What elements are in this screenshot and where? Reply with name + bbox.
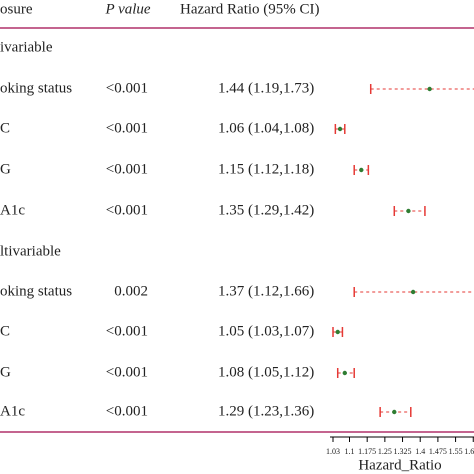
group-label: ivariable <box>0 39 53 55</box>
hr-point <box>359 167 364 173</box>
p-value: <0.001 <box>106 161 148 177</box>
hr-text: 1.29 (1.23,1.36) <box>218 403 314 419</box>
hr-text: 1.08 (1.05,1.12) <box>218 364 314 380</box>
p-value: <0.001 <box>106 120 148 136</box>
row-label: oking status <box>0 283 72 299</box>
column-header: osure <box>0 1 33 17</box>
hr-text: 1.35 (1.29,1.42) <box>218 202 314 218</box>
p-value: <0.001 <box>106 323 148 339</box>
row-label: A1c <box>0 202 25 218</box>
row-label: G <box>0 364 11 380</box>
p-value: <0.001 <box>106 80 148 96</box>
hr-point <box>406 208 411 214</box>
x-tick-label: 1.475 <box>429 447 447 456</box>
row-label: oking status <box>0 80 72 96</box>
hr-point <box>427 86 432 92</box>
x-tick-label: 1.625 <box>464 447 474 456</box>
hr-text: 1.06 (1.04,1.08) <box>218 120 314 136</box>
x-tick-label: 1.325 <box>394 447 412 456</box>
row-label: C <box>0 120 10 136</box>
p-value: <0.001 <box>106 364 148 380</box>
column-header: P value <box>104 1 150 17</box>
hr-point <box>410 289 416 295</box>
hr-point <box>335 329 340 335</box>
x-tick-label: 1.1 <box>345 447 355 456</box>
x-tick-label: 1.175 <box>358 447 376 456</box>
column-header: Hazard Ratio (95% CI) <box>180 1 320 17</box>
hr-text: 1.15 (1.12,1.18) <box>218 161 314 177</box>
hr-text: 1.37 (1.12,1.66) <box>218 283 314 299</box>
x-tick-label: 1.55 <box>449 447 463 456</box>
x-axis-title: Hazard_Ratio <box>358 457 441 473</box>
hr-point <box>392 409 397 415</box>
hr-point <box>342 370 347 376</box>
x-tick-label: 1.4 <box>415 447 425 456</box>
hr-text: 1.44 (1.19,1.73) <box>218 80 314 96</box>
p-value: <0.001 <box>106 202 148 218</box>
group-label: ltivariable <box>0 243 61 259</box>
p-value: 0.002 <box>114 283 148 299</box>
row-label: G <box>0 161 11 177</box>
hr-point <box>337 126 343 132</box>
hr-text: 1.05 (1.03,1.07) <box>218 323 314 339</box>
row-label: A1c <box>0 403 25 419</box>
x-tick-label: 1.03 <box>326 447 340 456</box>
row-label: C <box>0 323 10 339</box>
x-tick-label: 1.25 <box>378 447 392 456</box>
p-value: <0.001 <box>106 403 148 419</box>
